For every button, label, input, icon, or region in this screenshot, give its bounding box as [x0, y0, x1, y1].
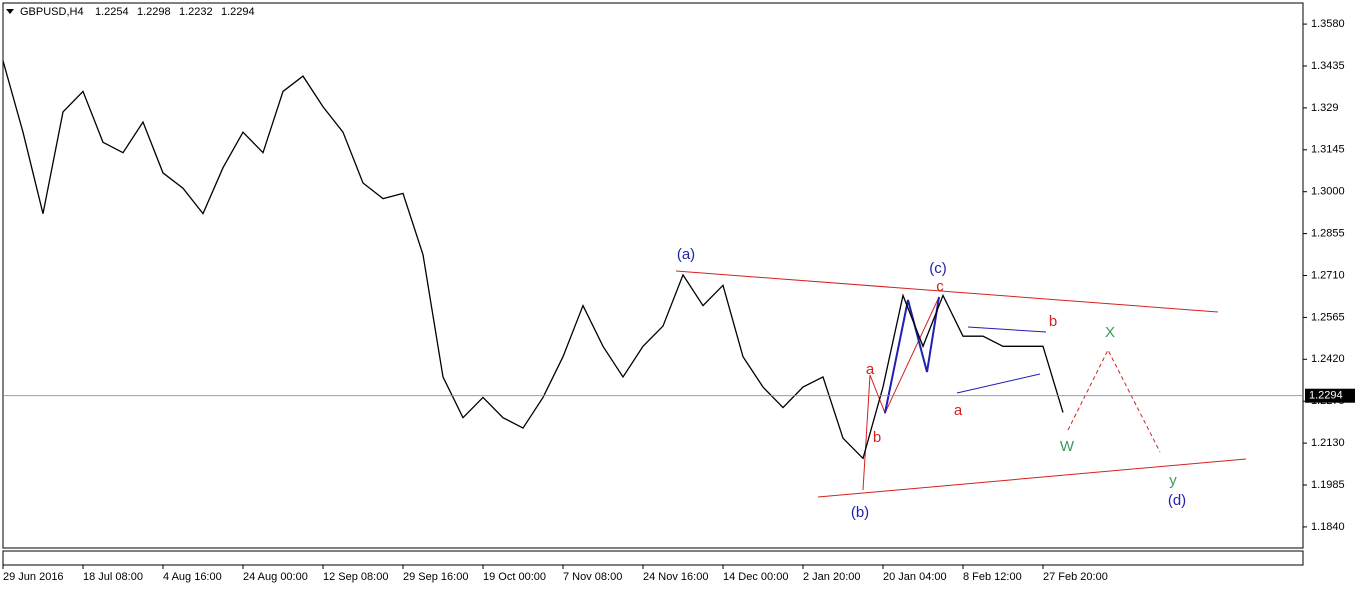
- trend-line: [817, 458, 1247, 498]
- y-tick-label: 1.2855: [1311, 228, 1345, 240]
- x-tick-label: 18 Jul 08:00: [83, 571, 143, 583]
- y-tick-label: 1.2130: [1311, 437, 1345, 449]
- x-tick-label: 8 Feb 12:00: [963, 571, 1022, 583]
- x-tick-label: 12 Sep 08:00: [323, 571, 388, 583]
- wave-label: (a): [677, 246, 695, 263]
- menu-arrow: [6, 9, 14, 14]
- wave-line: [862, 296, 940, 491]
- wave-label: c: [936, 278, 944, 295]
- y-tick-label: 1.329: [1311, 102, 1339, 114]
- last-price-box: [1305, 388, 1355, 403]
- x-tick-label: 24 Aug 00:00: [243, 571, 308, 583]
- y-tick-label: 1.3145: [1311, 144, 1345, 156]
- wave-label: (d): [1168, 492, 1186, 509]
- sub-panel-frame: [2, 550, 1304, 566]
- trend-line: [967, 326, 1047, 333]
- projection: [1067, 348, 1161, 453]
- wave-label: W: [1060, 438, 1075, 455]
- y-tick-label: 1.2710: [1311, 269, 1345, 281]
- y-tick-label: 1.1840: [1311, 521, 1345, 533]
- last-price-label: 1.2294: [1309, 390, 1343, 402]
- wave-label: a: [954, 402, 963, 419]
- y-tick-label: 1.3580: [1311, 18, 1345, 30]
- y-tick-label: 1.3435: [1311, 60, 1345, 72]
- y-tick-label: 1.2565: [1311, 311, 1345, 323]
- trend-line: [675, 270, 1219, 313]
- close: 1.2294: [221, 6, 255, 18]
- x-tick-label: 29 Sep 16:00: [403, 571, 468, 583]
- wave-label: b: [1049, 313, 1057, 330]
- wave-label: a: [866, 361, 875, 378]
- y-tick-label: 1.2420: [1311, 353, 1345, 365]
- wave-label: (b): [851, 504, 869, 521]
- trend-line: [956, 373, 1041, 394]
- x-tick-label: 29 Jun 2016: [3, 571, 64, 583]
- x-tick-label: 19 Oct 00:00: [483, 571, 546, 583]
- x-tick-label: 20 Jan 04:00: [883, 571, 947, 583]
- wave-label: b: [873, 429, 881, 446]
- y-tick-label: 1.3000: [1311, 186, 1345, 198]
- open: 1.2254: [95, 6, 129, 18]
- y-tick-label: 1.1985: [1311, 479, 1345, 491]
- x-tick-label: 27 Feb 20:00: [1043, 571, 1108, 583]
- x-tick-label: 2 Jan 20:00: [803, 571, 861, 583]
- x-tick-label: 4 Aug 16:00: [163, 571, 222, 583]
- plot-frame: [2, 2, 1304, 549]
- price-line: [2, 60, 1064, 460]
- low: 1.2232: [179, 6, 213, 18]
- x-tick-label: 14 Dec 00:00: [723, 571, 788, 583]
- high: 1.2298: [137, 6, 171, 18]
- symbol: GBPUSD,H4: [20, 6, 84, 18]
- trend-lines: [675, 270, 1247, 498]
- x-tick-label: 24 Nov 16:00: [643, 571, 708, 583]
- wave-label: X: [1105, 324, 1115, 341]
- x-tick-label: 7 Nov 08:00: [563, 571, 622, 583]
- wave-label: (c): [929, 260, 947, 277]
- wave-line: [884, 296, 940, 414]
- wave-label: y: [1169, 472, 1177, 489]
